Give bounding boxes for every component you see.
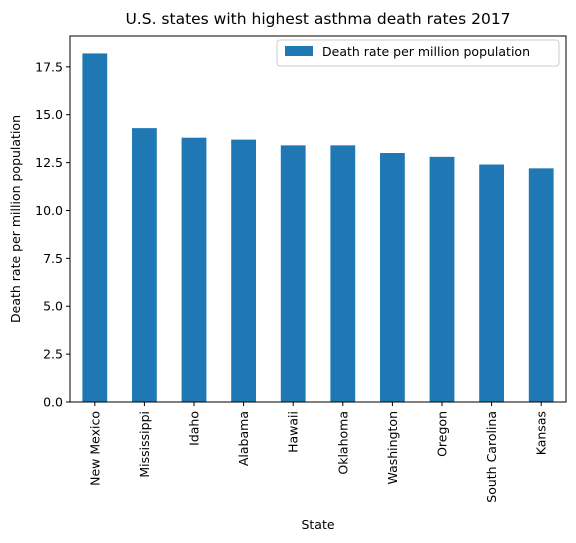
x-tick-label: Hawaii xyxy=(286,411,301,453)
y-tick-label: 17.5 xyxy=(35,59,63,74)
legend-label: Death rate per million population xyxy=(322,44,530,59)
bar-idaho xyxy=(181,137,207,402)
y-axis-label: Death rate per million population xyxy=(8,115,23,323)
y-tick-label: 7.5 xyxy=(43,251,63,266)
x-axis-label: State xyxy=(301,517,334,532)
y-tick-label: 0.0 xyxy=(43,395,63,410)
x-tick-label: Mississippi xyxy=(137,411,152,478)
x-tick-label: Idaho xyxy=(187,411,202,446)
bar-hawaii xyxy=(280,145,306,402)
y-tick-label: 5.0 xyxy=(43,299,63,314)
x-tick-label: Kansas xyxy=(534,411,549,455)
x-axis: New Mexico Mississippi Idaho Alabama Hawaii O… xyxy=(87,402,549,503)
bar-washington xyxy=(380,153,405,402)
bar-alabama xyxy=(231,139,256,402)
x-tick-label: Alabama xyxy=(236,411,251,466)
y-tick-label: 2.5 xyxy=(43,347,63,362)
plot-frame xyxy=(69,35,567,403)
legend: Death rate per million population xyxy=(276,39,560,67)
bar-oklahoma xyxy=(330,145,356,402)
legend-box xyxy=(276,39,560,67)
y-tick-label: 15.0 xyxy=(35,107,63,122)
bars-group xyxy=(82,53,554,403)
y-axis: 0.0 2.5 5.0 7.5 10.0 12.5 15.0 17.5 xyxy=(35,59,70,410)
x-tick-label: Washington xyxy=(385,411,400,484)
x-tick-label: Oregon xyxy=(435,411,450,457)
y-tick-label: 12.5 xyxy=(35,155,63,170)
x-tick-label: Oklahoma xyxy=(335,411,350,475)
bar-new-mexico xyxy=(82,53,108,403)
bar-south-carolina xyxy=(479,164,504,402)
bar-oregon xyxy=(429,156,455,402)
bar-mississippi xyxy=(132,128,157,403)
legend-swatch xyxy=(285,46,313,56)
chart-title: U.S. states with highest asthma death ra… xyxy=(125,10,510,28)
bar-kansas xyxy=(528,168,554,402)
y-tick-label: 10.0 xyxy=(35,203,63,218)
x-tick-label: New Mexico xyxy=(87,411,102,486)
x-tick-label: South Carolina xyxy=(484,411,499,503)
